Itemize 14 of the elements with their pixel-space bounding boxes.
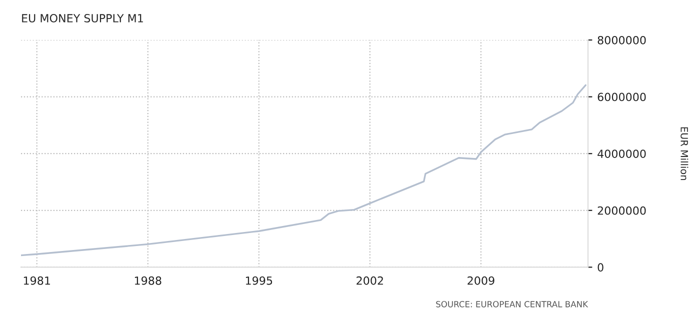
x-tick-label: 1988	[134, 276, 162, 285]
x-tick-label: 1981	[24, 276, 50, 285]
x-tick-label: 2009	[468, 276, 494, 285]
line-series	[21, 84, 586, 256]
source-note: SOURCE: EUROPEAN CENTRAL BANK	[436, 301, 588, 308]
y-axis-title: EUR Million	[680, 127, 688, 180]
y-tick-label: 4000000	[598, 150, 646, 158]
chart-title: EU MONEY SUPPLY M1	[22, 14, 143, 22]
y-tick-label: 8000000	[598, 36, 646, 44]
y-tick-label: 6000000	[598, 92, 646, 102]
x-tick-label: 1995	[246, 276, 272, 285]
y-tick-label: 2000000	[598, 206, 646, 215]
x-tick-label: 2002	[356, 276, 383, 285]
y-tick-label: 0	[598, 263, 604, 272]
